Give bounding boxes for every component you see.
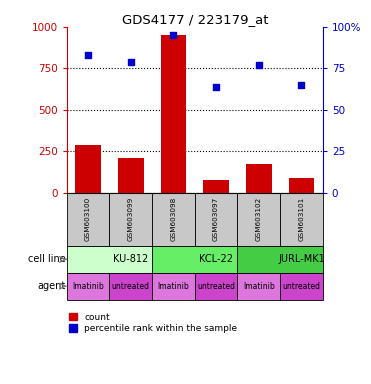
Bar [237,246,323,273]
Bar [109,193,152,246]
Bar [109,273,152,300]
Bar [67,273,109,300]
Bar [152,273,195,300]
Bar [161,35,186,193]
Point [85,52,91,58]
Bar [237,193,280,246]
Text: untreated: untreated [197,281,235,291]
Bar [280,193,323,246]
Text: GSM603098: GSM603098 [170,197,177,242]
Bar [152,246,237,273]
Title: GDS4177 / 223179_at: GDS4177 / 223179_at [122,13,268,26]
Text: KU-812: KU-812 [113,255,148,265]
Bar [237,273,280,300]
Bar [195,193,237,246]
Bar [75,144,101,193]
Bar [203,180,229,193]
Text: KCL-22: KCL-22 [199,255,233,265]
Legend: count, percentile rank within the sample: count, percentile rank within the sample [69,313,237,333]
Text: GSM603100: GSM603100 [85,197,91,242]
Text: Imatinib: Imatinib [243,281,275,291]
Text: agent: agent [38,281,66,291]
Text: Imatinib: Imatinib [158,281,189,291]
Point [128,59,134,65]
Text: untreated: untreated [112,281,150,291]
Bar [280,273,323,300]
Bar [118,158,144,193]
Text: Imatinib: Imatinib [72,281,104,291]
Bar [152,193,195,246]
Bar [195,273,237,300]
Bar [67,193,109,246]
Point [213,83,219,89]
Point [298,82,304,88]
Text: untreated: untreated [282,281,321,291]
Bar [289,178,314,193]
Point [256,62,262,68]
Text: JURL-MK1: JURL-MK1 [278,255,325,265]
Bar [246,164,272,193]
Point [171,32,177,38]
Text: GSM603102: GSM603102 [256,197,262,242]
Text: GSM603097: GSM603097 [213,197,219,242]
Text: GSM603099: GSM603099 [128,197,134,242]
Bar [67,246,152,273]
Text: cell line: cell line [28,255,66,265]
Text: GSM603101: GSM603101 [298,197,305,242]
